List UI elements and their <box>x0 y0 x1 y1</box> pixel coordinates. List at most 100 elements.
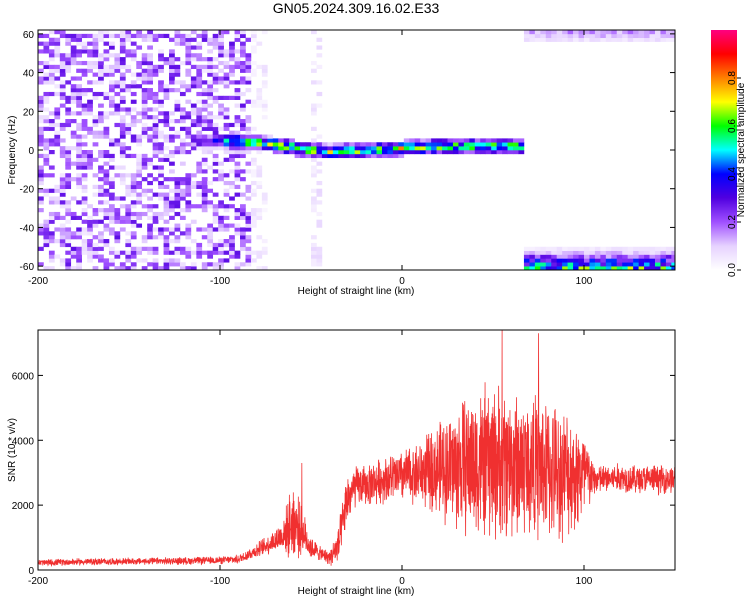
heatmap-cell <box>660 266 667 270</box>
heatmap-cell <box>174 180 181 186</box>
heatmap-cell <box>65 60 72 66</box>
heatmap-cell <box>545 30 552 35</box>
heatmap-cell <box>48 239 55 244</box>
heatmap-cell <box>87 223 93 228</box>
heatmap-cell <box>600 33 607 39</box>
heatmap-cell <box>485 146 492 151</box>
heatmap-cell <box>529 250 536 255</box>
heatmap-cell <box>469 142 476 147</box>
heatmap-cell <box>70 211 77 217</box>
heatmap-cell <box>250 60 257 66</box>
heatmap-cell <box>98 68 104 73</box>
heatmap-cell <box>245 254 252 259</box>
heatmap-cell <box>48 91 55 97</box>
heatmap-cell <box>387 146 394 151</box>
heatmap-cell <box>92 184 99 190</box>
heatmap-cell <box>207 60 214 66</box>
heatmap-cell <box>158 49 164 54</box>
heatmap-cell <box>163 111 170 116</box>
heatmap-cell <box>218 242 224 248</box>
heatmap-cell <box>638 37 645 42</box>
heatmap-cell <box>48 119 55 124</box>
heatmap-cell <box>611 246 618 251</box>
heatmap-cell <box>196 204 203 209</box>
heatmap-cell <box>474 150 481 155</box>
heatmap-cell <box>141 239 148 244</box>
heatmap-cell <box>305 153 312 159</box>
heatmap-cell <box>81 200 88 205</box>
y-tick-label: -40 <box>20 223 35 234</box>
heatmap-cell <box>190 103 197 108</box>
heatmap-cell <box>638 266 645 270</box>
heatmap-cell <box>321 150 328 155</box>
heatmap-cell <box>43 266 50 270</box>
heatmap-cell <box>660 262 667 267</box>
heatmap-cell <box>174 250 181 255</box>
heatmap-cell <box>54 115 61 120</box>
heatmap-cell <box>627 246 634 251</box>
heatmap-cell <box>513 146 519 151</box>
heatmap-cell <box>381 146 388 151</box>
heatmap-cell <box>136 211 143 217</box>
heatmap-cell <box>65 239 72 244</box>
heatmap-cell <box>201 64 208 70</box>
heatmap-cell <box>245 80 252 85</box>
heatmap-cell <box>589 262 596 267</box>
heatmap-cell <box>147 215 153 220</box>
heatmap-cell <box>278 146 284 151</box>
heatmap-cell <box>152 33 159 39</box>
heatmap-cell <box>240 64 246 70</box>
heatmap-cell <box>54 49 61 54</box>
heatmap-cell <box>125 88 132 93</box>
heatmap-cell <box>152 215 159 220</box>
heatmap-cell <box>179 146 186 151</box>
heatmap-cell <box>207 262 214 267</box>
y-tick-label: 4000 <box>12 436 35 447</box>
heatmap-cell <box>240 49 246 54</box>
heatmap-cell <box>665 37 672 42</box>
heatmap-cell <box>218 60 224 66</box>
heatmap-cell <box>98 130 104 135</box>
heatmap-cell <box>207 72 214 77</box>
heatmap-cell <box>141 107 148 112</box>
heatmap-cell <box>223 180 230 186</box>
heatmap-cell <box>70 196 77 201</box>
heatmap-cell <box>245 161 252 166</box>
heatmap-cell <box>190 173 197 178</box>
heatmap-cell <box>234 33 241 39</box>
heatmap-cell <box>147 91 153 97</box>
heatmap-cell <box>163 84 170 89</box>
heatmap-cell <box>600 258 607 263</box>
heatmap-cell <box>229 68 235 73</box>
heatmap-cell <box>665 246 672 251</box>
heatmap-cell <box>119 60 126 66</box>
heatmap-cell <box>59 103 66 108</box>
heatmap-cell <box>65 219 72 224</box>
heatmap-cell <box>81 239 88 244</box>
heatmap-cell <box>245 223 252 228</box>
heatmap-cell <box>48 138 55 143</box>
heatmap-cell <box>98 119 104 124</box>
heatmap-cell <box>92 246 99 251</box>
heatmap-cell <box>185 88 192 93</box>
heatmap-cell <box>551 246 557 251</box>
heatmap-cell <box>234 146 241 151</box>
heatmap-cell <box>65 80 72 85</box>
heatmap-cell <box>169 57 175 62</box>
heatmap-cell <box>108 208 115 213</box>
heatmap-cell <box>256 103 263 108</box>
heatmap-cell <box>616 254 623 259</box>
heatmap-cell <box>534 246 541 251</box>
heatmap-cell <box>65 180 72 186</box>
heatmap-cell <box>169 204 175 209</box>
heatmap-cell <box>507 150 514 155</box>
heatmap-cell <box>605 254 612 259</box>
heatmap-cell <box>311 246 317 251</box>
heatmap-cell <box>169 60 175 66</box>
heatmap-cell <box>474 146 481 151</box>
heatmap-cell <box>130 192 137 197</box>
heatmap-cell <box>256 99 263 104</box>
heatmap-cell <box>163 266 170 270</box>
heatmap-cell <box>338 142 345 147</box>
heatmap-cell <box>130 180 137 186</box>
